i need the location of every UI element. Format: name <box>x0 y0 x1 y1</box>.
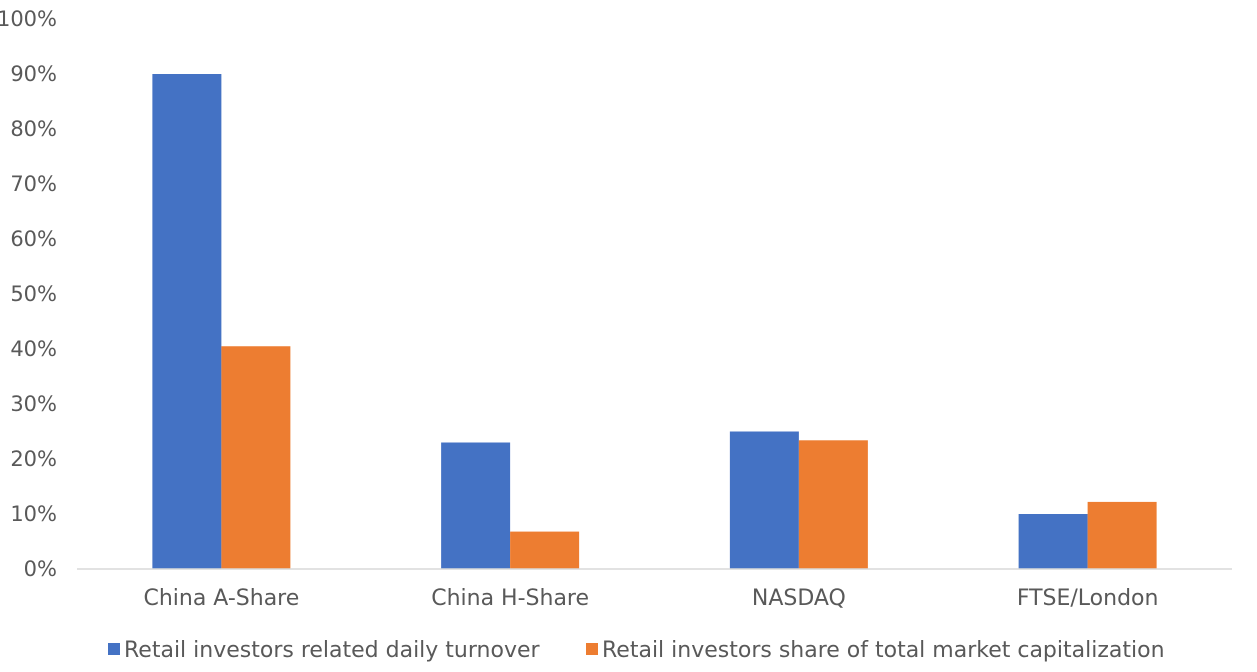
legend-label: Retail investors related daily turnover <box>124 638 540 663</box>
bar-series-1-china-h-share <box>441 442 511 569</box>
y-tick-label: 60% <box>10 227 57 251</box>
y-tick-label: 20% <box>10 447 57 471</box>
y-tick-label: 80% <box>10 117 57 141</box>
bar-series-2-nasdaq <box>798 440 868 569</box>
y-tick-label: 50% <box>10 282 57 306</box>
bar-series-2-china-h-share <box>510 531 580 569</box>
y-tick-label: 100% <box>0 7 57 31</box>
bar-series-2-china-a-share <box>221 346 291 569</box>
x-tick-label: China A-Share <box>143 586 299 611</box>
bar-series-1-nasdaq <box>729 431 799 569</box>
x-tick-label: FTSE/London <box>1017 586 1159 611</box>
bars <box>152 74 1157 569</box>
legend-swatch <box>108 643 120 655</box>
bar-series-1-ftse-london <box>1018 514 1088 569</box>
legend: Retail investors related daily turnover R… <box>108 638 1165 663</box>
x-axis: China A-Share China H-Share NASDAQ FTSE/Lon… <box>143 586 1158 611</box>
x-tick-label: NASDAQ <box>752 586 846 611</box>
y-tick-label: 90% <box>10 62 57 86</box>
y-tick-label: 40% <box>10 337 57 361</box>
bar-series-2-ftse-london <box>1087 501 1157 569</box>
legend-label: Retail investors share of total market c… <box>602 638 1165 663</box>
y-tick-label: 10% <box>10 502 57 526</box>
x-tick-label: China H-Share <box>431 586 589 611</box>
legend-swatch <box>586 643 598 655</box>
y-axis: 0% 10% 20% 30% 40% 50% 60% 70% 80% 90% 100% <box>0 7 57 581</box>
bar-series-1-china-a-share <box>152 74 222 569</box>
y-tick-label: 30% <box>10 392 57 416</box>
y-tick-label: 0% <box>24 557 57 581</box>
y-tick-label: 70% <box>10 172 57 196</box>
